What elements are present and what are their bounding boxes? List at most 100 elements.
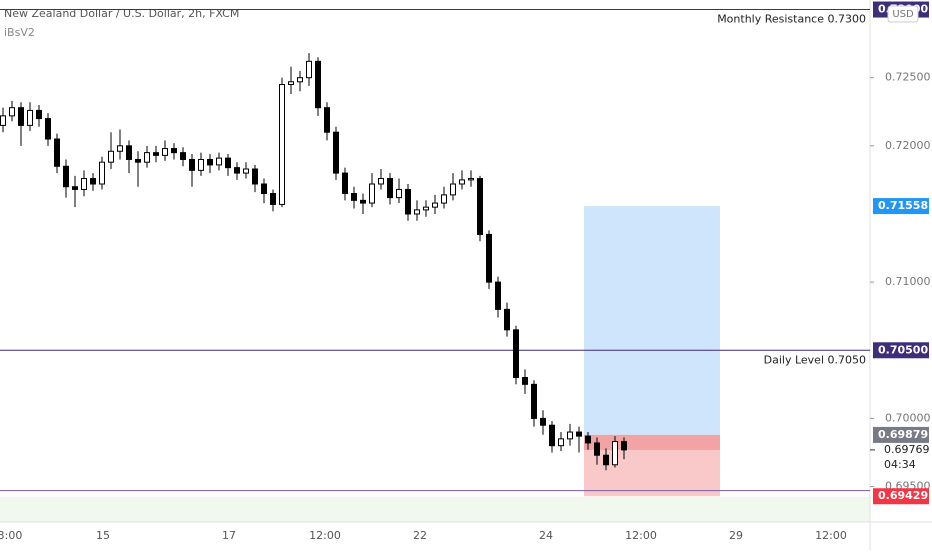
candle-body — [72, 186, 78, 190]
x-tick-label: 24 — [539, 529, 553, 542]
candle-body — [306, 60, 312, 79]
candle-body — [324, 107, 330, 133]
candle-body — [54, 138, 60, 167]
y-tick-label: 0.72000 — [885, 139, 931, 152]
x-tick-label: 15 — [96, 529, 110, 542]
price-tag-label: 0.70500 — [878, 343, 928, 356]
entry-tag — [873, 426, 929, 443]
candle-body — [99, 161, 105, 185]
candle-body — [171, 148, 177, 154]
candle-body — [405, 188, 411, 215]
candle-body — [378, 178, 384, 185]
candle-body — [252, 168, 258, 185]
candle-body — [9, 107, 15, 117]
candle-body — [36, 109, 42, 120]
candle-body — [504, 308, 510, 331]
candle-body — [342, 172, 348, 195]
candle-body — [621, 441, 627, 451]
candle-body — [549, 424, 555, 447]
y-tick-label: 0.70000 — [885, 411, 931, 424]
candle-body — [216, 157, 222, 166]
candle-body — [81, 178, 87, 190]
y-tick-label: 0.72500 — [885, 71, 931, 84]
last-price-label: 0.69769 — [884, 443, 930, 456]
currency-badge — [887, 5, 919, 23]
candle-body — [459, 179, 465, 185]
candle-body — [360, 199, 366, 204]
candle-body — [423, 206, 429, 211]
x-tick-label: 12:00 — [625, 529, 657, 542]
candle-body — [288, 81, 294, 86]
y-tick-label: 0.71000 — [885, 275, 931, 288]
candle-body — [207, 158, 213, 166]
target-tag-label: 0.71558 — [878, 199, 928, 212]
candle-body — [18, 107, 24, 126]
candle-body — [477, 178, 483, 235]
candle-body — [63, 165, 69, 188]
candle-body — [126, 145, 132, 160]
candle-body — [90, 178, 96, 185]
candle-body — [495, 281, 501, 310]
candle-body — [612, 441, 618, 466]
candle-body — [531, 383, 537, 419]
candle-body — [0, 115, 6, 126]
candle-body — [576, 431, 582, 437]
candle-body — [243, 168, 249, 174]
target-zone — [584, 206, 720, 435]
candle-body — [297, 77, 303, 83]
candle-body — [198, 158, 204, 171]
candle-body — [351, 193, 357, 201]
level-label: Monthly Resistance 0.7300 — [717, 13, 866, 26]
candle-body — [189, 158, 195, 171]
candle-body — [162, 148, 168, 156]
candle-body — [153, 152, 159, 156]
x-tick-label: 3:00 — [0, 529, 22, 542]
indicator-name: iBsV2 — [4, 26, 35, 39]
countdown: 04:34 — [884, 458, 916, 471]
candle-body — [585, 435, 591, 444]
candle-body — [396, 188, 402, 199]
x-tick-label: 17 — [222, 529, 236, 542]
candle-body — [414, 209, 420, 215]
level-label: Daily Level 0.7050 — [764, 353, 866, 366]
x-tick-label: 12:00 — [815, 529, 847, 542]
candle-body — [522, 377, 528, 385]
candle-body — [513, 329, 519, 379]
candle-body — [432, 202, 438, 208]
candle-body — [180, 152, 186, 160]
chart-title: New Zealand Dollar / U.S. Dollar, 2h, FX… — [4, 7, 239, 20]
x-tick-label: 29 — [729, 529, 743, 542]
candle-body — [27, 109, 33, 126]
candle-body — [603, 454, 609, 466]
candle-body — [441, 194, 447, 204]
x-tick-label: 22 — [413, 529, 427, 542]
currency-label: USD — [892, 9, 914, 20]
candle-body — [486, 233, 492, 283]
stop-tag — [873, 488, 929, 505]
candle-body — [135, 158, 141, 163]
candle-body — [369, 183, 375, 204]
candle-body — [567, 431, 573, 440]
candle-body — [558, 438, 564, 447]
candle-body — [144, 152, 150, 163]
candle-body — [333, 131, 339, 174]
candle-body — [45, 118, 51, 140]
candle-body — [315, 60, 321, 109]
target-tag — [873, 198, 929, 215]
entry-tag-label: 0.69879 — [878, 428, 928, 441]
candle-body — [468, 178, 474, 181]
candle-body — [108, 150, 114, 163]
candle-body — [387, 178, 393, 199]
stop-tag-label: 0.69429 — [878, 489, 928, 502]
candle-body — [261, 183, 267, 195]
price-tag — [873, 342, 929, 359]
candle-body — [450, 183, 456, 196]
candle-body — [225, 157, 231, 169]
open-pnl-zone — [584, 434, 720, 450]
candle-body — [234, 167, 240, 174]
session-strip — [0, 497, 870, 522]
candle-body — [594, 442, 600, 456]
candle-body — [117, 145, 123, 152]
x-tick-label: 12:00 — [309, 529, 341, 542]
